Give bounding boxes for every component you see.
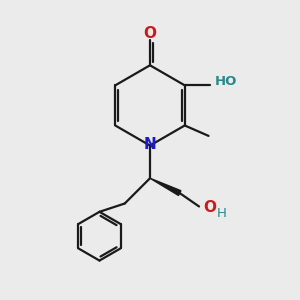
Text: O: O [203, 200, 216, 215]
Text: HO: HO [215, 75, 238, 88]
Text: H: H [216, 206, 226, 220]
Polygon shape [150, 178, 181, 196]
Text: O: O [143, 26, 157, 41]
Text: N: N [144, 137, 156, 152]
